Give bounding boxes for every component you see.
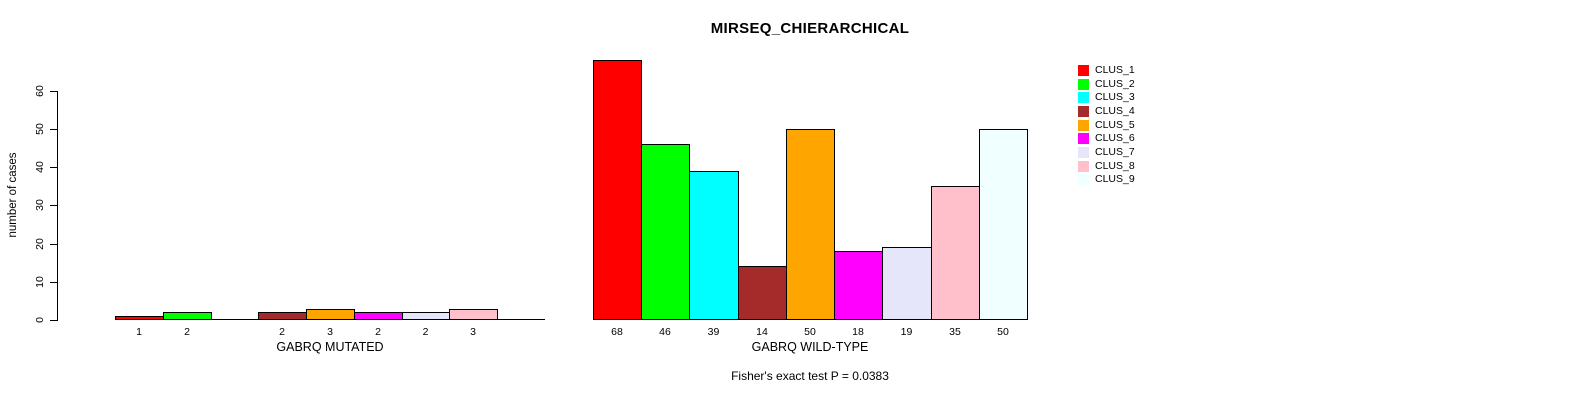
- bar-value-label-mutated: 2: [184, 326, 190, 338]
- baseline-wildtype: [593, 319, 1027, 320]
- legend-item-label: CLUS_5: [1095, 119, 1135, 131]
- y-axis-tick-label: 20: [34, 238, 46, 250]
- legend-color-swatch: [1078, 65, 1089, 76]
- y-axis-tick-label: 10: [34, 276, 46, 288]
- y-axis-tick: [50, 320, 57, 321]
- baseline-mutated: [115, 319, 545, 320]
- y-axis-tick-label: 30: [34, 199, 46, 211]
- bar-value-label-wildtype: 50: [997, 326, 1009, 338]
- legend-color-swatch: [1078, 79, 1089, 90]
- y-axis-tick: [50, 244, 57, 245]
- legend-color-swatch: [1078, 133, 1089, 144]
- bar-value-label-wildtype: 35: [949, 326, 961, 338]
- x-axis-label-wildtype: GABRQ WILD-TYPE: [751, 340, 869, 354]
- legend-color-swatch: [1078, 92, 1089, 103]
- legend-item-label: CLUS_3: [1095, 91, 1135, 103]
- y-axis-tick-label: 40: [34, 161, 46, 173]
- legend-item-label: CLUS_2: [1095, 78, 1135, 90]
- y-axis-line: [57, 91, 58, 321]
- y-axis-label: number of cases: [7, 152, 19, 238]
- y-axis-tick: [50, 167, 57, 168]
- bar-wildtype-clus_2: [641, 144, 690, 320]
- legend-item-label: CLUS_8: [1095, 160, 1135, 172]
- bar-wildtype-clus_4: [738, 266, 787, 320]
- bar-value-label-wildtype: 50: [804, 326, 816, 338]
- bar-value-label-mutated: 2: [279, 326, 285, 338]
- legend-item-label: CLUS_9: [1095, 173, 1135, 185]
- bar-value-label-wildtype: 39: [707, 326, 720, 338]
- y-axis-tick: [50, 129, 57, 130]
- bar-value-label-wildtype: 46: [659, 326, 671, 338]
- y-axis-tick: [50, 205, 57, 206]
- x-axis-label-mutated: GABRQ MUTATED: [276, 340, 384, 354]
- y-axis-tick-label: 50: [34, 123, 46, 135]
- bar-value-label-wildtype: 14: [756, 326, 768, 338]
- bar-value-label-mutated: 1: [136, 326, 142, 338]
- legend-color-swatch: [1078, 147, 1089, 158]
- y-axis-tick: [50, 282, 57, 283]
- legend-color-swatch: [1078, 120, 1089, 131]
- legend-item-label: CLUS_4: [1095, 105, 1135, 117]
- fisher-test-annotation: Fisher's exact test P = 0.0383: [731, 369, 889, 383]
- bar-wildtype-clus_6: [834, 251, 883, 320]
- legend-item-label: CLUS_6: [1095, 132, 1135, 144]
- legend-item-label: CLUS_7: [1095, 146, 1135, 158]
- chart-title: MIRSEQ_CHIERARCHICAL: [710, 20, 910, 37]
- bar-wildtype-clus_5: [786, 129, 835, 320]
- bar-value-label-mutated: 2: [375, 326, 381, 338]
- bar-value-label-mutated: 3: [470, 326, 476, 338]
- bar-value-label-wildtype: 19: [900, 326, 913, 338]
- y-axis-tick: [50, 91, 57, 92]
- y-axis-tick-label: 60: [34, 85, 46, 97]
- legend-color-swatch: [1078, 106, 1089, 117]
- bar-value-label-wildtype: 68: [611, 326, 623, 338]
- bar-value-label-mutated: 2: [422, 326, 429, 338]
- bar-wildtype-clus_1: [593, 60, 642, 320]
- y-axis-tick-label: 0: [34, 317, 46, 323]
- bar-wildtype-clus_7: [882, 247, 932, 320]
- bar-wildtype-clus_9: [979, 129, 1028, 320]
- bar-wildtype-clus_3: [689, 171, 739, 320]
- legend-color-swatch: [1078, 161, 1089, 172]
- legend-color-swatch: [1078, 174, 1089, 185]
- bar-wildtype-clus_8: [931, 186, 980, 320]
- bar-value-label-mutated: 3: [327, 326, 333, 338]
- bar-value-label-wildtype: 18: [852, 326, 864, 338]
- legend-item-label: CLUS_1: [1095, 64, 1135, 76]
